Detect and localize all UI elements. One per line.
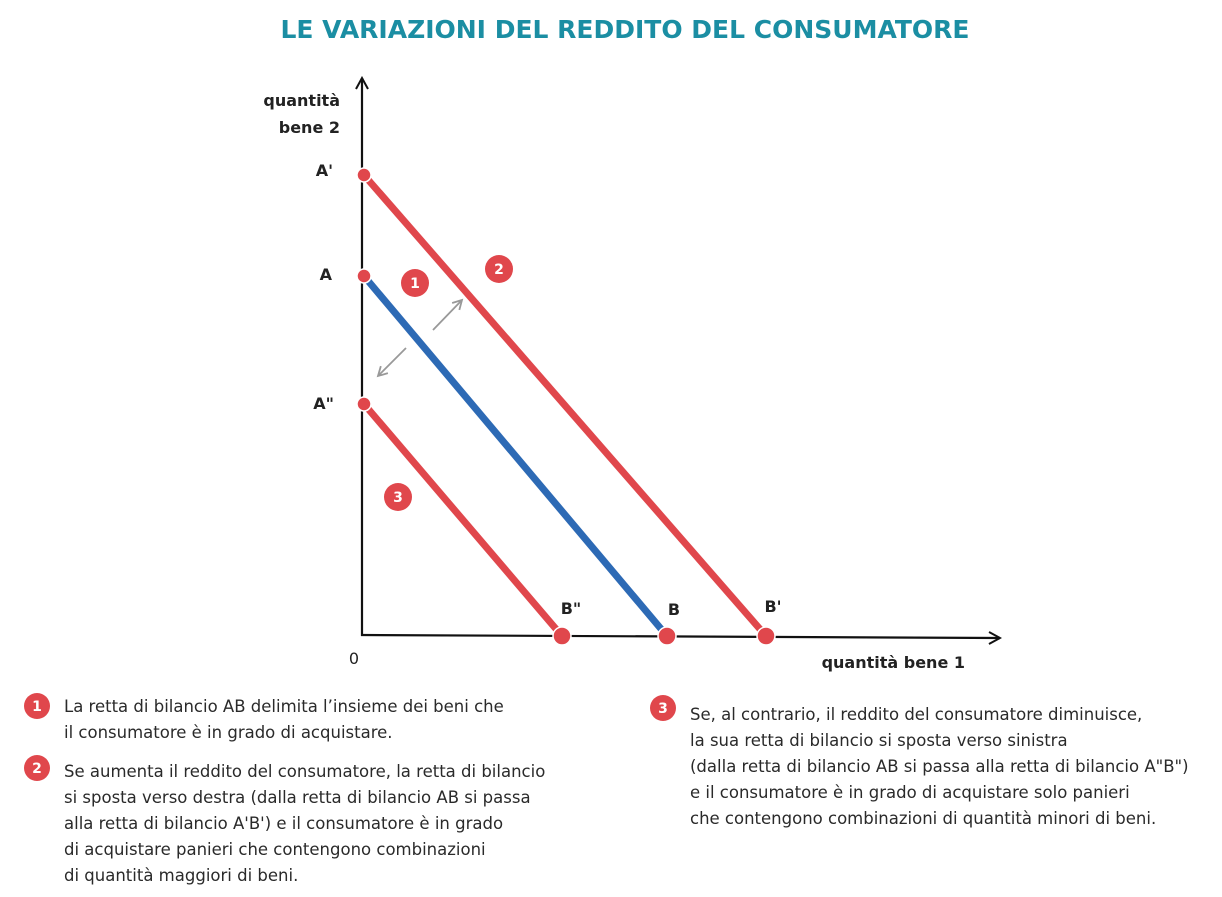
point-label: B" bbox=[561, 599, 582, 618]
note-line: Se, al contrario, il reddito del consuma… bbox=[690, 705, 1142, 724]
budget-line-1 bbox=[361, 273, 670, 639]
shift-arrow bbox=[376, 347, 407, 378]
diagram-content: quantità bene 2 quantità bene 1 0 A' A A" B" B B'… bbox=[24, 91, 1189, 885]
note-line: la sua retta di bilancio si sposta verso… bbox=[690, 731, 1068, 750]
budget-line-3 bbox=[361, 401, 565, 639]
note-line: e il consumatore è in grado di acquistar… bbox=[690, 783, 1130, 802]
point bbox=[657, 626, 677, 646]
badge-number: 1 bbox=[32, 699, 42, 715]
point-label: A bbox=[320, 265, 333, 284]
origin-label: 0 bbox=[349, 649, 359, 668]
point bbox=[356, 396, 372, 412]
note-line: si sposta verso destra (dalla retta di b… bbox=[64, 788, 531, 807]
badge-number: 1 bbox=[410, 276, 420, 292]
badge-number: 3 bbox=[658, 701, 668, 717]
note-line: di quantità maggiori di beni. bbox=[64, 866, 298, 885]
shift-arrow bbox=[432, 298, 464, 331]
point bbox=[356, 167, 372, 183]
badge-number: 3 bbox=[393, 490, 403, 506]
point bbox=[356, 268, 372, 284]
point-label: A" bbox=[313, 394, 334, 413]
point-label: B bbox=[668, 600, 680, 619]
badge-number: 2 bbox=[494, 262, 504, 278]
note-line: che contengono combinazioni di quantità … bbox=[690, 809, 1156, 828]
badge bbox=[650, 695, 676, 721]
y-axis-label: bene 2 bbox=[279, 118, 340, 137]
y-axis-label: quantità bbox=[263, 91, 340, 110]
badge bbox=[485, 255, 513, 283]
badge bbox=[384, 483, 412, 511]
point-label: A' bbox=[316, 161, 333, 180]
x-axis-label: quantità bene 1 bbox=[822, 653, 965, 672]
note-line: Se aumenta il reddito del consumatore, l… bbox=[64, 762, 545, 781]
badge bbox=[24, 693, 50, 719]
note-line: (dalla retta di bilancio AB si passa all… bbox=[690, 757, 1189, 776]
badge-number: 2 bbox=[32, 761, 42, 777]
badge bbox=[401, 269, 429, 297]
badge bbox=[24, 755, 50, 781]
note-line: di acquistare panieri che contengono com… bbox=[64, 840, 486, 859]
note-line: La retta di bilancio AB delimita l’insie… bbox=[64, 697, 504, 716]
title: LE VARIAZIONI DEL REDDITO DEL CONSUMATOR… bbox=[280, 15, 969, 44]
point-label: B' bbox=[764, 597, 781, 616]
point bbox=[756, 626, 776, 646]
note-line: il consumatore è in grado di acquistare. bbox=[64, 723, 393, 742]
x-axis bbox=[360, 635, 1000, 638]
point bbox=[552, 626, 572, 646]
budget-line-2 bbox=[361, 172, 769, 639]
note-line: alla retta di bilancio A'B') e il consum… bbox=[64, 814, 503, 833]
